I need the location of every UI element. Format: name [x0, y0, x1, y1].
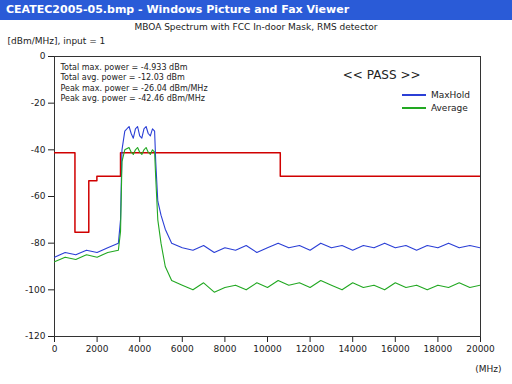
svg-text:14000: 14000 — [338, 344, 367, 354]
svg-text:[dBm/MHz], input = 1: [dBm/MHz], input = 1 — [8, 36, 106, 46]
svg-text:-120: -120 — [25, 331, 46, 341]
svg-text:-100: -100 — [25, 285, 46, 295]
svg-text:-80: -80 — [31, 238, 46, 248]
svg-text:0: 0 — [40, 51, 46, 61]
svg-text:18000: 18000 — [424, 344, 453, 354]
html-text:MBOA Spectrum with FCC In-door: MBOA Spectrum with FCC In-door Mask, RMS… — [134, 22, 378, 32]
svg-text:-40: -40 — [31, 145, 46, 155]
svg-text:16000: 16000 — [381, 344, 410, 354]
svg-text:6000: 6000 — [171, 344, 194, 354]
svg-text:8000: 8000 — [213, 344, 236, 354]
svg-text:10000: 10000 — [253, 344, 282, 354]
svg-text:4000: 4000 — [128, 344, 151, 354]
html-text:MaxHold: MaxHold — [430, 89, 470, 100]
svg-text:-20: -20 — [31, 98, 46, 108]
svg-text:2000: 2000 — [86, 344, 109, 354]
svg-text:<< PASS >>: << PASS >> — [343, 68, 421, 82]
svg-text:12000: 12000 — [296, 344, 325, 354]
svg-text:Total max. power = -4.933 dBmT: Total max. power = -4.933 dBmTotal avg. … — [60, 63, 208, 103]
html-text:CEATEC2005-05.bmp - Windows Pi: CEATEC2005-05.bmp - Windows Picture and … — [6, 3, 350, 16]
html-text:Average: Average — [430, 102, 468, 113]
svg-text:20000: 20000 — [466, 344, 495, 354]
svg-text:(MHz): (MHz) — [475, 364, 501, 374]
svg-text:0: 0 — [52, 344, 58, 354]
svg-text:-60: -60 — [31, 191, 46, 201]
